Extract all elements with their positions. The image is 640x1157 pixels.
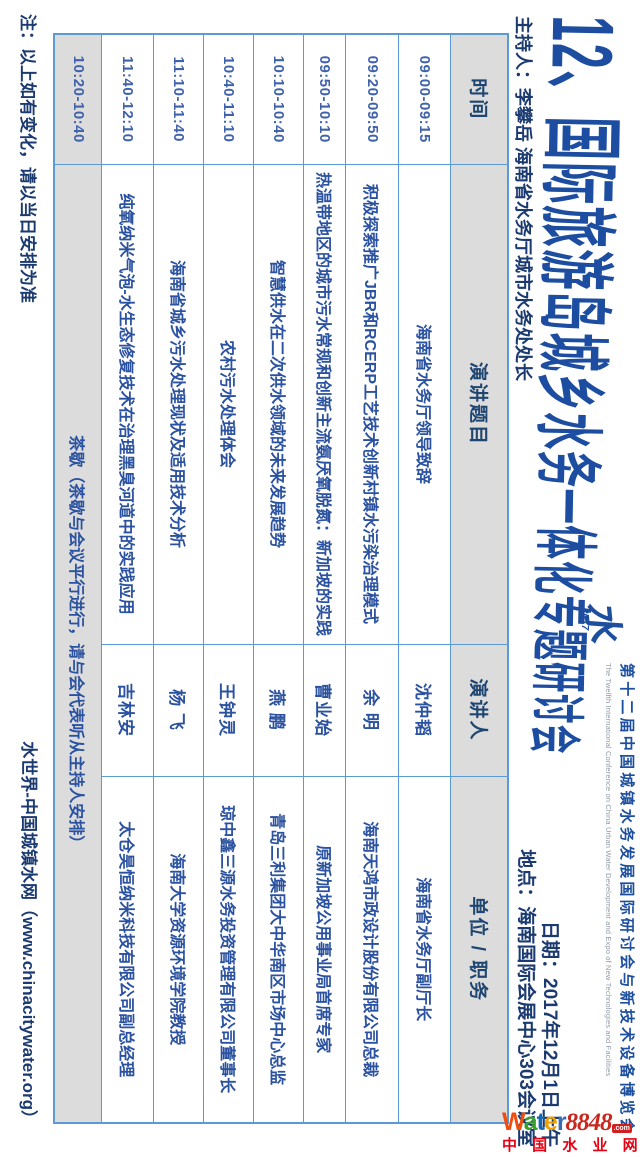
wm-letter: a (523, 1108, 538, 1136)
cell-org: 青岛三利集团大中华南区市场中心总监 (254, 776, 304, 1123)
footer-note: 注：以上如有变化，请以当日安排为准 (18, 14, 37, 303)
date-location-block: 日期：2017年12月1日上午 地点：海南国际会展中心303会议室 (513, 849, 561, 1147)
host-line: 主持人：李攀岳 海南省水务厅城市水务处处长 (513, 16, 533, 381)
cell-time: 09:50-10:10 (304, 34, 346, 164)
water8848-wordmark: Water8848 .com (502, 1110, 640, 1135)
wm-dotcom-badge: .com (611, 1124, 632, 1133)
cell-time: 09:20-09:50 (346, 34, 399, 164)
table-row: 10:40-11:10 农村污水处理体会 王钟灵 琼中鑫三源水务投资管理有限公司… (204, 34, 254, 1123)
cell-org: 海南省水务厅副厅长 (399, 776, 451, 1123)
cell-topic: 农村污水处理体会 (204, 164, 254, 644)
cell-topic: 海南省城乡污水处理现状及适用技术分析 (154, 164, 204, 644)
date-line: 日期：2017年12月1日上午 (539, 921, 560, 1147)
table-row: 09:00-09:15 海南省水务厅领导致辞 沈仲韬 海南省水务厅副厅长 (399, 34, 451, 1123)
col-header-org: 单位 / 职务 (451, 776, 508, 1123)
wm-letter: W (502, 1108, 525, 1136)
table-header-row: 时间 演讲题目 演讲人 单位 / 职务 (451, 34, 508, 1123)
col-header-topic: 演讲题目 (451, 164, 508, 644)
water8848-watermark: Water8848 .com 中 国 水 业 网 (502, 1110, 640, 1154)
cell-org: 海南大学资源环境学院教授 (154, 776, 204, 1123)
cell-speaker: 沈仲韬 (399, 644, 451, 776)
col-header-time: 时间 (451, 34, 508, 164)
table-row: 10:10-10:40 智慧供水在二次供水领域的未来发展趋势 燕 鹏 青岛三利集… (254, 34, 304, 1123)
cell-topic: 积极探索推广JBR和RCERP工艺技术创新村镇水污染治理模式 (346, 164, 399, 644)
cell-speaker: 余 明 (346, 644, 399, 776)
cell-topic: 海南省水务厅领导致辞 (399, 164, 451, 644)
cell-time: 10:40-11:10 (204, 34, 254, 164)
conference-name-en: The Twelfth International Conference on … (604, 663, 613, 1077)
schedule-table: 时间 演讲题目 演讲人 单位 / 职务 09:00-09:15 海南省水务厅领导… (53, 33, 509, 1124)
table-row: 09:20-09:50 积极探索推广JBR和RCERP工艺技术创新村镇水污染治理… (346, 34, 399, 1123)
cell-time: 09:00-09:15 (399, 34, 451, 164)
wm-letter: e (543, 1108, 558, 1136)
cell-time: 10:10-10:40 (254, 34, 304, 164)
location-line: 地点：海南国际会展中心303会议室 (515, 849, 536, 1147)
cell-org: 海南天鸿市政设计股份有限公司总裁 (346, 776, 399, 1123)
conference-name-cn: 第十二届中国城镇水务发展国际研讨会与新技术设备博览会 (618, 663, 635, 1137)
footer-website: 水世界-中国城镇水网（www.chinacitywater.org） (19, 741, 38, 1127)
cell-speaker: 王钟灵 (204, 644, 254, 776)
water8848-cn-name: 中 国 水 业 网 (502, 1137, 640, 1154)
col-header-speaker: 演讲人 (451, 644, 508, 776)
table-row: 11:40-12:10 纯氧纳米气泡-水生态修复技术在治理黑臭河道中的实践应用 … (102, 34, 154, 1123)
cell-time: 11:40-12:10 (102, 34, 154, 164)
cell-time: 10:20-10:40 (54, 34, 102, 164)
logo-year: 2017 (579, 608, 590, 631)
water-2017-logo-icon: 水 2017 (570, 598, 626, 662)
tea-break-row: 10:20-10:40 茶歇（茶歇与会议平行进行，请与会代表听从主持人安排） (54, 34, 102, 1123)
cell-org: 太仓昊恒纳米科技有限公司副总经理 (102, 776, 154, 1123)
wm-letter: r (556, 1108, 567, 1136)
cell-speaker: 吉林安 (102, 644, 154, 776)
table-row: 11:10-11:40 海南省城乡污水处理现状及适用技术分析 杨 飞 海南大学资… (154, 34, 204, 1123)
cell-topic: 热温带地区的城市污水常规和创新主流氨厌氧脱氮：新加坡的实践 (304, 164, 346, 644)
cell-speaker: 曹业始 (304, 644, 346, 776)
cell-topic: 纯氧纳米气泡-水生态修复技术在治理黑臭河道中的实践应用 (102, 164, 154, 644)
cell-org: 原新加坡公用事业局首席专家 (304, 776, 346, 1123)
cell-org: 琼中鑫三源水务投资管理有限公司董事长 (204, 776, 254, 1123)
tea-break-cell: 茶歇（茶歇与会议平行进行，请与会代表听从主持人安排） (54, 164, 102, 1123)
cell-speaker: 杨 飞 (154, 644, 204, 776)
wm-letter: t (536, 1108, 545, 1136)
cell-topic: 智慧供水在二次供水领域的未来发展趋势 (254, 164, 304, 644)
wm-number: 8848 (565, 1109, 613, 1136)
cell-speaker: 燕 鹏 (254, 644, 304, 776)
table-row: 09:50-10:10 热温带地区的城市污水常规和创新主流氨厌氧脱氮：新加坡的实… (304, 34, 346, 1123)
cell-time: 11:10-11:40 (154, 34, 204, 164)
conference-slogans: 第十二届中国城镇水务发展国际研讨会与新技术设备博览会 The Twelfth I… (604, 663, 638, 1155)
